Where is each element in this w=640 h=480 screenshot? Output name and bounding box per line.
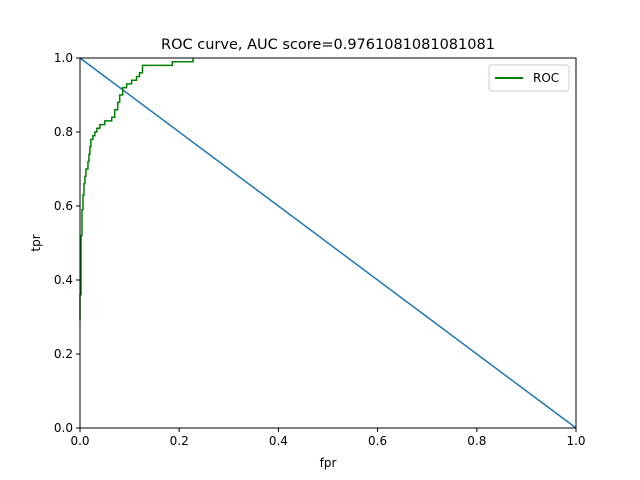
legend: ROC [488, 64, 570, 92]
x-tick-label: 0.2 [170, 434, 189, 448]
y-tick-label: 0.0 [54, 421, 73, 435]
x-axis-title: fpr [320, 456, 337, 470]
plot-frame [79, 57, 577, 429]
y-axis-ticks: 0.0 0.2 0.4 0.6 0.8 1.0 [54, 51, 80, 435]
legend-box [488, 64, 570, 92]
series-layer [79, 57, 577, 429]
y-tick-label: 0.4 [54, 273, 73, 287]
y-tick-label: 0.8 [54, 125, 73, 139]
x-tick-label: 0.8 [467, 434, 486, 448]
x-axis-ticks: 0.0 0.2 0.4 0.6 0.8 1.0 [70, 428, 586, 448]
diagonal-reference-line [79, 57, 577, 429]
y-tick-label: 0.6 [54, 199, 73, 213]
roc-curve-line [79, 58, 194, 321]
y-tick-label: 1.0 [54, 51, 73, 65]
x-tick-label: 0.0 [70, 434, 89, 448]
x-tick-label: 0.4 [269, 434, 288, 448]
x-tick-label: 0.6 [368, 434, 387, 448]
x-tick-label: 1.0 [566, 434, 585, 448]
y-tick-label: 0.2 [54, 347, 73, 361]
legend-label-roc: ROC [533, 71, 559, 85]
y-axis-title: tpr [29, 234, 43, 251]
chart-title: ROC curve, AUC score=0.9761081081081081 [161, 37, 495, 53]
